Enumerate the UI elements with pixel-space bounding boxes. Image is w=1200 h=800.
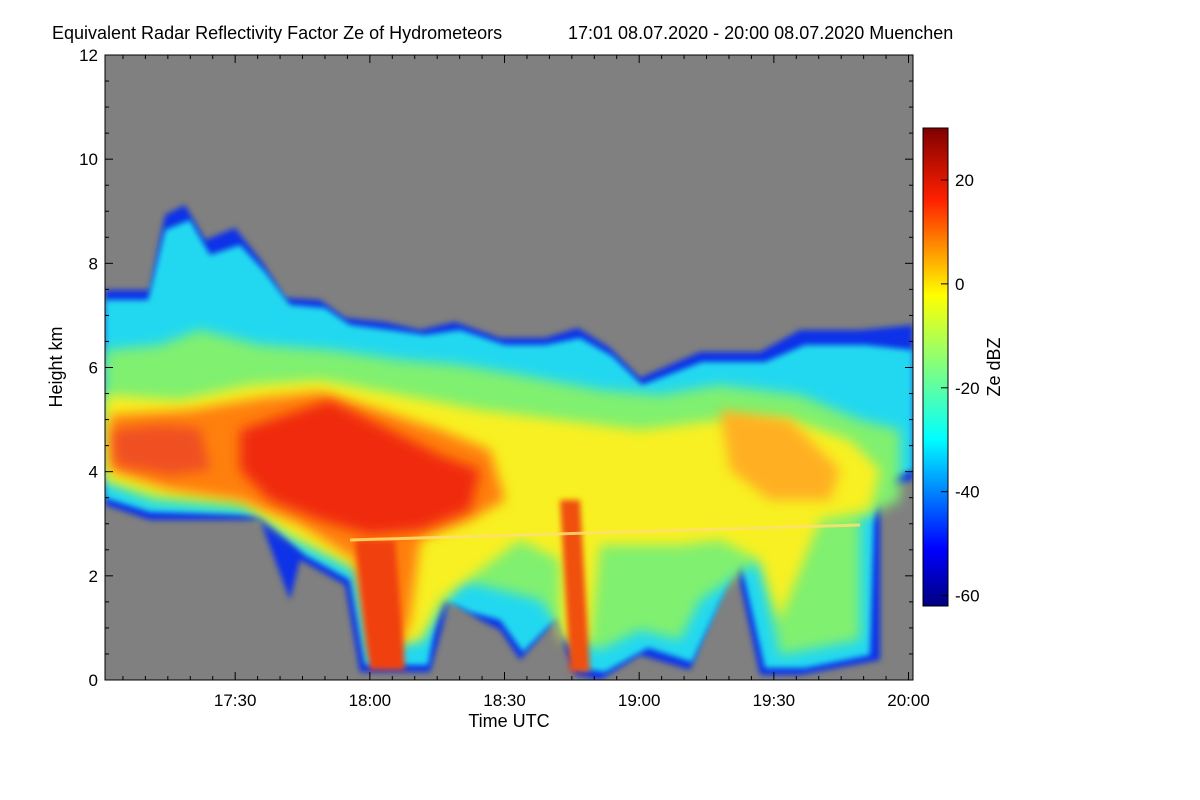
x-tick-label: 18:00 — [349, 691, 392, 710]
colorbar-tick-label: -20 — [955, 379, 980, 398]
x-tick-label: 19:00 — [618, 691, 661, 710]
x-axis-label: Time UTC — [468, 711, 549, 731]
colorbar-tick-label: -60 — [955, 587, 980, 606]
x-tick-label: 19:30 — [753, 691, 796, 710]
y-tick-label: 6 — [89, 359, 98, 378]
colorbar-gradient — [922, 127, 949, 607]
x-tick-label: 17:30 — [214, 691, 257, 710]
x-tick-label: 20:00 — [887, 691, 930, 710]
rain-shaft-1810 — [355, 540, 405, 670]
y-tick-label: 10 — [79, 150, 98, 169]
x-axis-ticks: 17:30 18:00 18:30 19:00 19:30 20:00 — [122, 55, 930, 710]
colorbar-tick-label: 20 — [955, 171, 974, 190]
y-tick-label: 0 — [89, 671, 98, 690]
y-axis-ticks: 0 2 4 6 8 10 12 — [79, 46, 913, 690]
echo-orange-east — [720, 410, 840, 500]
y-tick-label: 4 — [89, 463, 98, 482]
echo-red — [240, 400, 480, 535]
colorbar-tick-label: 0 — [955, 275, 964, 294]
y-tick-label: 8 — [89, 254, 98, 273]
rain-shaft-1845 — [560, 500, 590, 672]
y-tick-label: 12 — [79, 46, 98, 65]
chart-title: Equivalent Radar Reflectivity Factor Ze … — [52, 23, 502, 43]
y-tick-label: 2 — [89, 567, 98, 586]
colorbar: 20 0 -20 -40 -60 Ze dBZ — [922, 127, 1004, 607]
melting-layer — [349, 523, 861, 542]
chart-subtitle: 17:01 08.07.2020 - 20:00 08.07.2020 Muen… — [568, 23, 953, 43]
colorbar-tick-label: -40 — [955, 483, 980, 502]
colorbar-ticks: 20 0 -20 -40 -60 — [941, 171, 980, 606]
reflectivity-field — [105, 205, 913, 680]
y-axis-label: Height km — [46, 326, 66, 407]
plot-area: 17:30 18:00 18:30 19:00 19:30 20:00 0 2 4 6 8 10 12 — [79, 46, 930, 710]
x-tick-label: 18:30 — [483, 691, 526, 710]
colorbar-label: Ze dBZ — [984, 337, 1004, 396]
echo-red-west — [112, 425, 210, 475]
